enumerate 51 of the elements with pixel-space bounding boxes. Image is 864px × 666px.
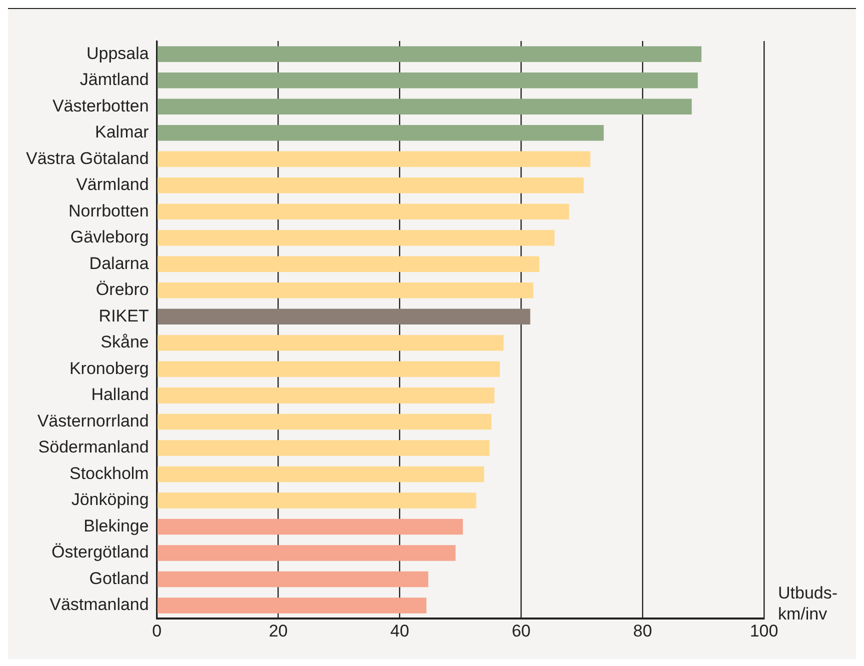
bar (157, 178, 584, 194)
bar (157, 98, 692, 115)
bar (157, 440, 490, 456)
y-tick-label: Uppsala (86, 44, 150, 63)
y-tick-label: Kronoberg (69, 358, 149, 378)
bar (157, 46, 702, 62)
y-tick-label: Blekinge (84, 516, 149, 536)
bar (157, 230, 555, 246)
y-tick-label: RIKET (98, 306, 149, 326)
y-tick-label: Jönköping (71, 490, 149, 510)
bar (157, 492, 476, 508)
y-tick-label: Jämtland (80, 70, 149, 90)
bar (157, 308, 530, 325)
bar (157, 204, 570, 220)
bar (157, 256, 540, 272)
x-tick-label: 80 (633, 621, 652, 640)
bar (157, 151, 590, 168)
y-tick-label: Örebro (96, 280, 149, 300)
bar (157, 518, 463, 535)
y-tick-label: Södermanland (38, 438, 149, 457)
bar (157, 282, 534, 298)
bar (157, 335, 504, 351)
y-tick-label: Västernorrland (37, 411, 149, 430)
x-tick-label: 0 (152, 621, 162, 640)
bar (157, 598, 426, 614)
y-tick-label: Gävleborg (70, 228, 149, 247)
bar (157, 414, 492, 430)
y-tick-label: Östergötland (52, 542, 149, 562)
y-tick-label: Norrbotten (68, 201, 149, 220)
y-tick-label: Kalmar (94, 122, 150, 142)
bar (157, 72, 698, 88)
y-tick-label: Dalarna (89, 254, 150, 273)
bar (157, 466, 484, 482)
y-tick-label: Halland (91, 385, 149, 404)
x-tick-label: 60 (512, 621, 531, 640)
y-tick-label: Västmanland (50, 595, 149, 614)
x-tick-label: 20 (268, 621, 288, 640)
y-tick-label: Värmland (76, 175, 149, 194)
x-tick-label: 40 (390, 621, 410, 640)
x-axis-title: Utbuds-km/inv (778, 584, 838, 624)
y-tick-label: Stockholm (69, 464, 149, 483)
y-tick-label: Skåne (100, 332, 149, 352)
y-tick-label: Västerbotten (52, 96, 149, 116)
y-tick-label: Västra Götaland (26, 148, 149, 168)
bar (157, 361, 500, 378)
y-tick-label: Gotland (89, 568, 149, 588)
x-tick-label: 100 (750, 621, 778, 640)
bar (157, 388, 494, 404)
bar (157, 125, 604, 141)
bar (157, 571, 428, 588)
bar (157, 545, 456, 561)
